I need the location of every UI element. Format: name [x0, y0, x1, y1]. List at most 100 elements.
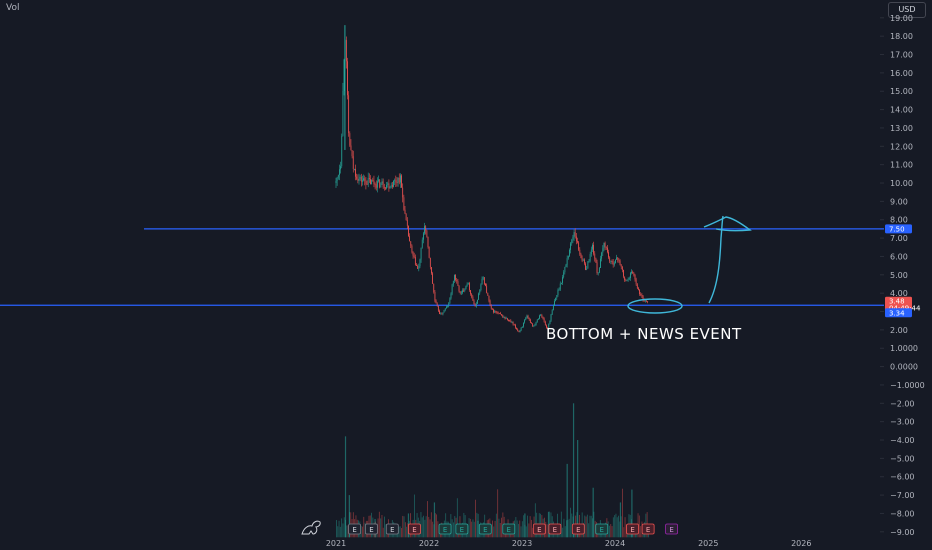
- volume-bar: [421, 517, 423, 538]
- volume-bar: [385, 524, 387, 538]
- currency-selector[interactable]: USD: [888, 2, 926, 18]
- arrowhead-annotation[interactable]: [703, 216, 752, 232]
- y-axis-tick-label: 6.00: [890, 252, 908, 261]
- candle-body: [409, 236, 410, 242]
- candle-body: [543, 318, 545, 322]
- candle-body: [541, 314, 543, 317]
- volume-bar: [476, 512, 478, 538]
- candle-body: [374, 183, 376, 185]
- y-axis-tick-label: 10.00: [890, 179, 913, 188]
- volume-spike-bar: [433, 502, 436, 538]
- earnings-marker[interactable]: [502, 523, 516, 535]
- candle-body: [554, 301, 555, 306]
- volume-bar: [468, 518, 470, 538]
- candle-body: [470, 290, 471, 294]
- candle-body: [380, 183, 382, 188]
- volume-bar: [584, 515, 586, 538]
- candle-body: [347, 61, 348, 96]
- candle-body: [352, 156, 354, 169]
- candle-body: [587, 261, 589, 269]
- annotation-text[interactable]: BOTTOM + NEWS EVENT: [546, 325, 742, 343]
- candle-body: [496, 312, 498, 314]
- earnings-marker[interactable]: [641, 523, 655, 535]
- volume-bar: [454, 516, 456, 538]
- candle-body: [401, 175, 402, 188]
- upper-line-price-tag[interactable]: [885, 224, 912, 234]
- earnings-marker[interactable]: [385, 523, 399, 535]
- candle-body: [593, 244, 594, 254]
- candle-body: [625, 280, 627, 281]
- earnings-marker[interactable]: [665, 523, 678, 535]
- candle-body: [546, 325, 547, 328]
- volume-bar: [529, 516, 531, 538]
- earnings-marker[interactable]: [408, 523, 421, 535]
- volume-bar: [520, 526, 522, 538]
- y-axis-tick-label: −8.00: [890, 509, 915, 518]
- candle-body: [351, 150, 353, 157]
- volume-bar: [586, 514, 588, 538]
- earnings-marker[interactable]: [595, 523, 609, 535]
- candle-body: [343, 59, 345, 91]
- volume-bar: [343, 517, 345, 538]
- volume-bar: [424, 519, 426, 538]
- volume-bar: [456, 498, 458, 538]
- earnings-marker[interactable]: [455, 523, 469, 535]
- volume-bar: [521, 521, 523, 538]
- earnings-marker[interactable]: [348, 523, 362, 535]
- candle-body: [641, 294, 643, 297]
- y-axis-tick-label: −1.0000: [890, 381, 925, 390]
- volume-bar: [498, 518, 500, 538]
- earnings-marker-label: E: [369, 526, 373, 534]
- candle-body: [414, 257, 416, 265]
- x-axis-tick-label: 2023: [512, 539, 532, 548]
- candle-body: [534, 324, 536, 326]
- candle-body: [503, 317, 505, 318]
- volume-spike-bar: [572, 403, 575, 538]
- volume-spike-bar: [619, 502, 622, 538]
- candle-body: [564, 266, 566, 273]
- earnings-marker[interactable]: [365, 523, 378, 535]
- earnings-marker[interactable]: [478, 523, 492, 535]
- candle-body: [604, 242, 606, 247]
- earnings-marker[interactable]: [571, 523, 585, 535]
- candle-body: [552, 305, 554, 310]
- candle-body: [598, 267, 600, 273]
- candle-body: [617, 257, 619, 260]
- last-price-tag[interactable]: [885, 296, 912, 312]
- volume-bar: [567, 519, 569, 538]
- candle-body: [559, 283, 561, 290]
- candle-body: [605, 246, 607, 248]
- candle-body: [524, 320, 525, 323]
- earnings-marker[interactable]: [438, 523, 452, 535]
- candle-body: [535, 322, 537, 325]
- lower-line-price-tag[interactable]: [885, 308, 912, 318]
- candle-body: [340, 166, 341, 170]
- volume-spike-bar: [592, 487, 594, 538]
- earnings-marker[interactable]: [532, 523, 546, 535]
- earnings-marker[interactable]: [626, 523, 639, 535]
- y-axis-tick-label: 5.00: [890, 271, 908, 280]
- projection-arrow-line[interactable]: [708, 215, 724, 304]
- candle-body: [492, 308, 493, 310]
- candle-body: [526, 315, 528, 319]
- candle-body: [368, 178, 370, 180]
- volume-bar: [341, 518, 343, 538]
- bottom-circle-annotation[interactable]: [627, 298, 683, 314]
- last-price-tag-text: 3.48: [889, 298, 905, 306]
- candle-body: [562, 277, 563, 283]
- candle-body: [640, 294, 642, 295]
- earnings-marker-label: E: [669, 526, 673, 534]
- volume-bar: [515, 517, 517, 538]
- volume-bar: [547, 511, 549, 538]
- volume-bar: [401, 527, 402, 538]
- candle-body: [508, 320, 509, 321]
- earnings-marker[interactable]: [548, 523, 562, 535]
- candle-body: [536, 319, 538, 323]
- volume-bar: [434, 513, 436, 538]
- candle-body: [630, 273, 631, 279]
- volume-bar: [571, 513, 573, 538]
- candle-body: [339, 169, 340, 175]
- candle-body: [608, 252, 609, 258]
